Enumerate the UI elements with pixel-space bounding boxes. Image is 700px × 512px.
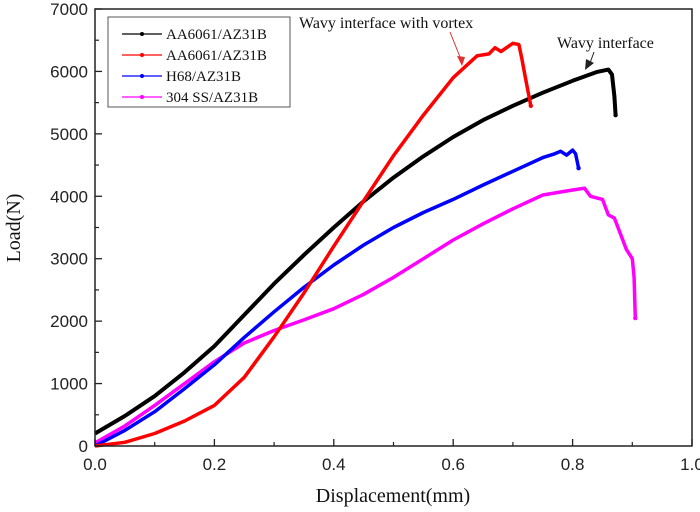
- x-tick-label: 1.0: [680, 455, 700, 474]
- y-tick-label: 0: [79, 437, 88, 456]
- series-line-2: [94, 148, 581, 448]
- series-end-marker: [528, 103, 534, 108]
- legend-marker: [140, 95, 144, 99]
- y-tick-label: 5000: [50, 125, 88, 144]
- legend-label: AA6061/AZ31B: [166, 48, 267, 64]
- x-tick-label: 0.0: [83, 455, 107, 474]
- arrow-head-icon: [457, 56, 465, 66]
- annotation-label: Wavy interface with vortex: [299, 15, 473, 32]
- annotation-label: Wavy interface: [557, 35, 654, 52]
- y-tick-label: 6000: [50, 62, 88, 81]
- y-axis-label: Load(N): [3, 194, 25, 263]
- y-tick-label: 7000: [50, 0, 88, 19]
- series-end-marker: [633, 315, 638, 321]
- legend-label: 304 SS/AZ31B: [166, 90, 258, 106]
- y-tick-label: 1000: [50, 375, 88, 394]
- legend-marker: [140, 53, 144, 57]
- y-tick-label: 4000: [50, 187, 88, 206]
- series-line-1: [94, 41, 533, 448]
- series-line-0: [93, 67, 618, 436]
- series-end-marker: [613, 112, 618, 118]
- x-axis-label: Displacement(mm): [316, 485, 470, 507]
- y-tick-label: 2000: [50, 312, 88, 331]
- arrow-head-icon: [585, 59, 594, 70]
- annotation-arrow: [589, 51, 595, 64]
- legend-marker: [140, 74, 144, 78]
- series-end-marker: [576, 165, 581, 171]
- x-tick-label: 0.2: [203, 455, 227, 474]
- legend-label: H68/AZ31B: [166, 69, 241, 85]
- x-tick-label: 0.8: [561, 455, 585, 474]
- series-line-3: [94, 186, 638, 445]
- legend-marker: [140, 32, 144, 36]
- y-tick-label: 3000: [50, 250, 88, 269]
- x-tick-label: 0.4: [322, 455, 346, 474]
- x-tick-label: 0.6: [441, 455, 465, 474]
- legend: AA6061/AZ31B AA6061/AZ31B H68/AZ31B 304 SS/…: [107, 16, 291, 108]
- legend-label: AA6061/AZ31B: [166, 27, 267, 43]
